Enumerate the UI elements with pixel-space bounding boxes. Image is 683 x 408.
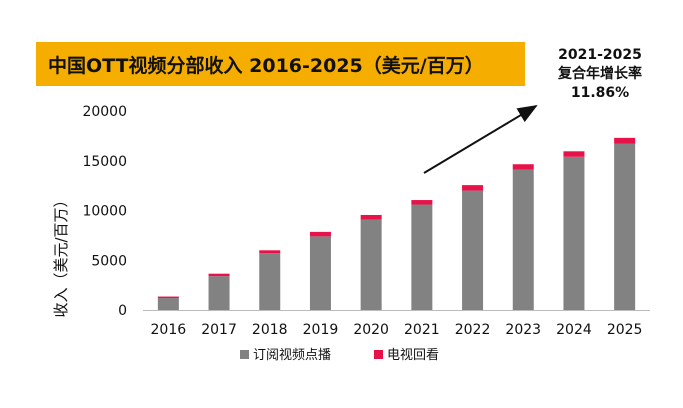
y-tick-label: 0 — [118, 303, 127, 319]
bar-catchup-2016 — [157, 296, 179, 299]
legend-label-subscription: 订阅视频点播 — [253, 348, 331, 363]
legend-swatch-catchup — [374, 350, 383, 359]
y-tick-label: 5000 — [91, 253, 127, 269]
x-tick-label: 2025 — [607, 322, 643, 338]
x-tick-label: 2022 — [455, 322, 491, 338]
x-tick-label: 2021 — [404, 322, 440, 338]
legend: 订阅视频点播 电视回看 — [240, 347, 439, 363]
bar-subscription-2016 — [157, 298, 179, 310]
y-tick-label: 10000 — [82, 204, 127, 220]
title-banner: 中国OTT视频分部收入 2016-2025（美元/百万） — [36, 42, 525, 86]
bar-catchup-2025 — [614, 137, 636, 144]
bar-subscription-2020 — [360, 219, 382, 310]
x-tick-label: 2023 — [505, 322, 541, 338]
bar-subscription-2023 — [512, 169, 534, 310]
bar-subscription-2022 — [462, 190, 484, 310]
bar-subscription-2024 — [563, 156, 585, 310]
chart-title: 中国OTT视频分部收入 2016-2025（美元/百万） — [48, 54, 484, 77]
cagr-period: 2021-2025 — [558, 47, 642, 63]
legend-label-catchup: 电视回看 — [387, 347, 439, 363]
cagr-annotation: 2021-2025 复合年增长率 11.86% — [534, 46, 666, 103]
bar-catchup-2021 — [411, 200, 433, 205]
y-axis-title: 收入（美元/百万） — [52, 192, 70, 317]
bar-subscription-2018 — [259, 253, 281, 310]
bar-catchup-2018 — [259, 250, 281, 254]
x-tick-label: 2019 — [303, 322, 339, 338]
bar-subscription-2021 — [411, 204, 433, 310]
y-tick-label: 20000 — [82, 104, 127, 120]
bar-catchup-2023 — [512, 164, 534, 170]
legend-swatch-subscription — [240, 350, 249, 359]
cagr-label: 复合年增长率 — [558, 66, 642, 82]
bar-subscription-2025 — [614, 143, 636, 310]
bar-subscription-2019 — [309, 236, 331, 310]
bar-catchup-2019 — [309, 231, 331, 237]
bar-catchup-2024 — [563, 151, 585, 157]
x-tick-label: 2020 — [353, 322, 389, 338]
bar-catchup-2020 — [360, 214, 382, 220]
bar-catchup-2022 — [462, 185, 484, 191]
x-tick-label: 2024 — [556, 322, 592, 338]
trend-arrow — [423, 104, 538, 174]
cagr-value: 11.86% — [570, 85, 630, 101]
y-tick-label: 15000 — [82, 154, 127, 170]
x-tick-label: 2017 — [201, 322, 237, 338]
bar-subscription-2017 — [208, 276, 230, 310]
x-tick-label: 2016 — [151, 322, 187, 338]
bar-catchup-2017 — [208, 273, 230, 277]
x-tick-label: 2018 — [252, 322, 288, 338]
